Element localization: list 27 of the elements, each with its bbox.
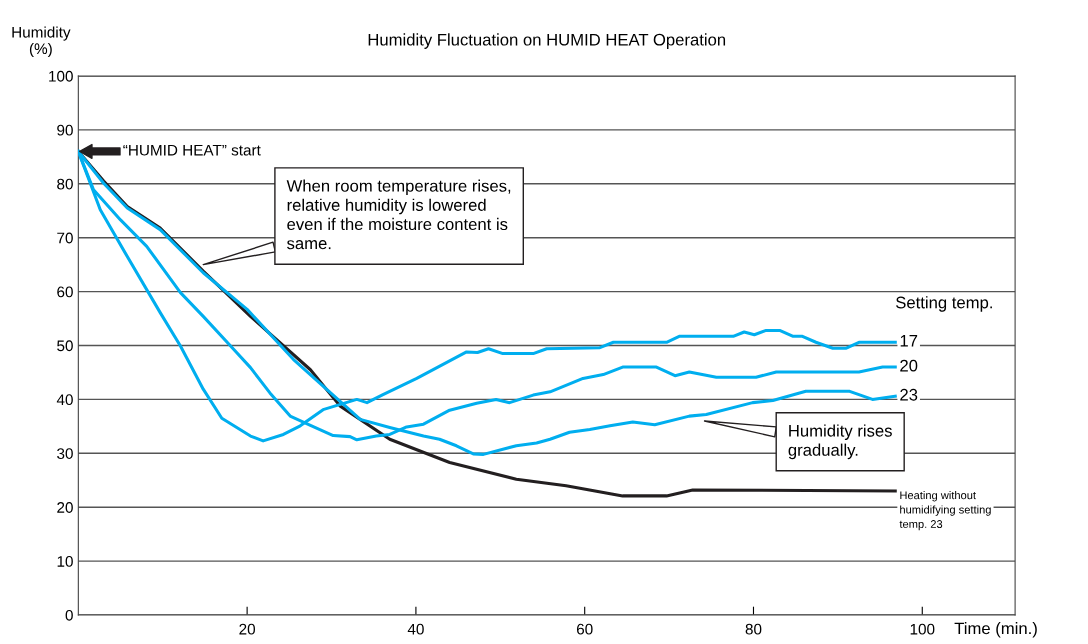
x-tick-label: 80 [745,623,762,635]
x-tick-label: 60 [576,623,593,635]
y-tick-label: 40 [56,394,73,406]
x-axis-title: Time (min.) [954,622,1037,638]
annotation: Setting temp. [896,296,992,312]
x-tick-label: 40 [407,623,424,635]
series-label: Heating without humidifying setting temp. 23 [899,491,991,531]
y-tick-label: 80 [57,178,73,190]
y-tick-label: 90 [57,124,73,136]
series-label: 23 [900,388,918,401]
y-tick-label: 60 [57,286,73,298]
y-tick-label: 10 [57,555,73,567]
y-tick-label: 70 [57,232,73,244]
y-tick-label: 30 [57,448,73,459]
y-tick-label: 20 [57,502,73,513]
annotation: “HUMID HEAT” start [123,144,261,156]
annotation: When room temperature rises, relative humidity is lowered even if the moisture content is same. [286,179,511,250]
annotation: Humidity rises gradually. [788,424,892,460]
y-tick-label: 100 [49,70,73,82]
x-tick-label: 100 [910,623,935,635]
y-tick-label: 50 [57,340,73,352]
y-axis-title: Humidity (%) [12,26,71,58]
series-label: 17 [900,335,918,347]
chart-title: Humidity Fluctuation on HUMID HEAT Operation [368,33,726,49]
series-label: 20 [900,359,918,372]
y-tick-label: 0 [65,609,73,621]
x-tick-label: 20 [239,623,256,635]
